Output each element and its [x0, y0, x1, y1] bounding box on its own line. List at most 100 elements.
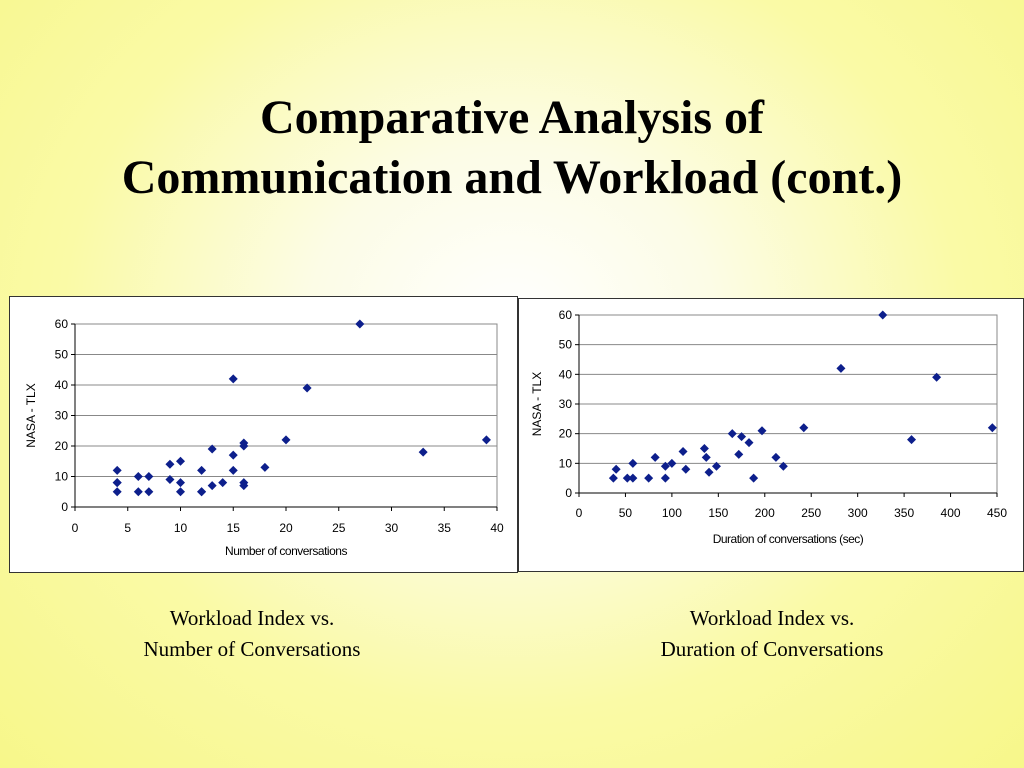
y-tick-label: 60 — [559, 308, 573, 322]
caption-left-line-2: Number of Conversations — [143, 637, 361, 661]
data-point-marker — [667, 458, 677, 468]
data-point-marker — [228, 465, 238, 475]
data-point-marker — [987, 423, 997, 433]
y-tick-label: 30 — [559, 397, 573, 411]
data-point-marker — [799, 423, 809, 433]
data-point-marker — [133, 487, 143, 497]
y-tick-label: 10 — [55, 470, 69, 484]
data-point-marker — [701, 452, 711, 462]
data-point-marker — [112, 465, 122, 475]
data-point-marker — [932, 372, 942, 382]
data-point-marker — [734, 449, 744, 459]
x-tick-label: 200 — [755, 506, 775, 520]
data-point-marker — [165, 475, 175, 485]
slide-title-line-1: Comparative Analysis of — [260, 91, 764, 144]
data-point-marker — [699, 444, 709, 453]
chart-panel-conversation-count: 0 10 20 30 40 50 60 0 5 10 15 20 25 30 35 40 Number of c… — [9, 296, 518, 573]
data-point-marker — [228, 450, 238, 460]
data-point-marker — [176, 478, 185, 488]
x-tick-label: 40 — [490, 521, 504, 535]
data-point-marker — [239, 481, 249, 491]
y-tick-label: 0 — [565, 486, 572, 500]
x-tick-label: 20 — [279, 521, 293, 535]
x-tick-label: 35 — [438, 521, 452, 535]
x-tick-label: 25 — [332, 521, 346, 535]
x-tick-label: 5 — [124, 521, 131, 535]
caption-left-line-1: Workload Index vs. — [169, 606, 335, 630]
x-tick-label: 350 — [894, 506, 914, 520]
data-point-marker — [660, 473, 670, 483]
data-point-marker — [281, 435, 291, 445]
data-point-marker — [176, 487, 185, 497]
x-tick-label: 15 — [227, 521, 241, 535]
chart-panel-conversation-duration: 0 10 20 30 40 50 60 0 50 100 150 200 250 300 350 400 450… — [518, 298, 1024, 572]
data-point-marker — [239, 441, 249, 451]
data-point-marker — [355, 319, 365, 329]
x-tick-label: 0 — [576, 506, 583, 520]
data-point-marker — [878, 310, 888, 320]
x-tick-label: 250 — [801, 506, 821, 520]
caption-right-line-1: Workload Index vs. — [689, 606, 855, 630]
data-point-marker — [207, 481, 217, 491]
data-point-marker — [176, 456, 185, 466]
data-point-marker — [737, 432, 747, 442]
x-axis-title: Duration of conversations (sec) — [713, 532, 864, 546]
data-point-marker — [749, 473, 759, 483]
data-point-marker — [228, 374, 238, 384]
y-tick-label: 20 — [559, 427, 573, 441]
slide-title-line-2: Communication and Workload (cont.) — [121, 151, 903, 204]
x-tick-label: 0 — [72, 521, 79, 535]
y-tick-label: 40 — [55, 378, 69, 392]
x-tick-label: 300 — [848, 506, 868, 520]
y-axis-title: NASA - TLX — [530, 372, 544, 436]
x-tick-label: 50 — [619, 506, 633, 520]
data-point-marker — [260, 462, 270, 472]
data-point-marker — [660, 461, 670, 471]
x-tick-label: 400 — [941, 506, 961, 520]
data-point-marker — [418, 447, 428, 457]
data-point-marker — [727, 429, 737, 439]
data-point-marker — [628, 473, 638, 483]
caption-right-line-2: Duration of Conversations — [660, 637, 884, 661]
scatter-chart-conversation-duration: 0 10 20 30 40 50 60 0 50 100 150 200 250 300 350 400 450… — [530, 308, 1007, 546]
y-axis-title: NASA - TLX — [24, 383, 38, 447]
data-point-marker — [681, 464, 691, 474]
data-point-marker — [207, 444, 217, 454]
y-tick-label: 50 — [559, 338, 573, 352]
scatter-chart-conversation-count: 0 10 20 30 40 50 60 0 5 10 15 20 25 30 35 40 Number of c… — [24, 317, 504, 558]
data-point-marker — [744, 438, 754, 448]
data-point-marker — [704, 467, 714, 477]
x-axis-title: Number of conversations — [225, 544, 347, 558]
y-tick-label: 50 — [55, 348, 69, 362]
data-point-marker — [112, 487, 122, 497]
x-tick-label: 30 — [385, 521, 399, 535]
data-point-marker — [302, 383, 312, 393]
y-tick-label: 40 — [559, 367, 573, 381]
data-point-marker — [197, 487, 207, 497]
x-tick-label: 100 — [662, 506, 682, 520]
slide-title: Comparative Analysis of Communication an… — [0, 88, 1024, 208]
data-point-marker — [644, 473, 654, 483]
data-point-marker — [481, 435, 491, 445]
data-point-marker — [144, 472, 154, 481]
data-point-marker — [133, 472, 143, 481]
x-tick-label: 150 — [708, 506, 728, 520]
x-tick-label: 450 — [987, 506, 1007, 520]
caption-conversation-count: Workload Index vs. Number of Conversatio… — [52, 603, 452, 665]
data-point-marker — [112, 478, 122, 488]
data-point-marker — [907, 435, 917, 445]
data-point-marker — [628, 458, 638, 468]
y-tick-label: 60 — [55, 317, 69, 331]
data-point-marker — [771, 452, 781, 462]
data-point-marker — [678, 446, 688, 456]
data-point-marker — [218, 478, 228, 488]
x-tick-label: 10 — [174, 521, 188, 535]
data-point-marker — [144, 487, 154, 497]
data-point-marker — [197, 465, 207, 475]
caption-conversation-duration: Workload Index vs. Duration of Conversat… — [572, 603, 972, 665]
data-point-marker — [711, 461, 721, 471]
y-tick-label: 20 — [55, 439, 69, 453]
data-point-marker — [165, 459, 175, 469]
y-tick-label: 10 — [559, 456, 573, 470]
data-point-marker — [836, 363, 846, 373]
